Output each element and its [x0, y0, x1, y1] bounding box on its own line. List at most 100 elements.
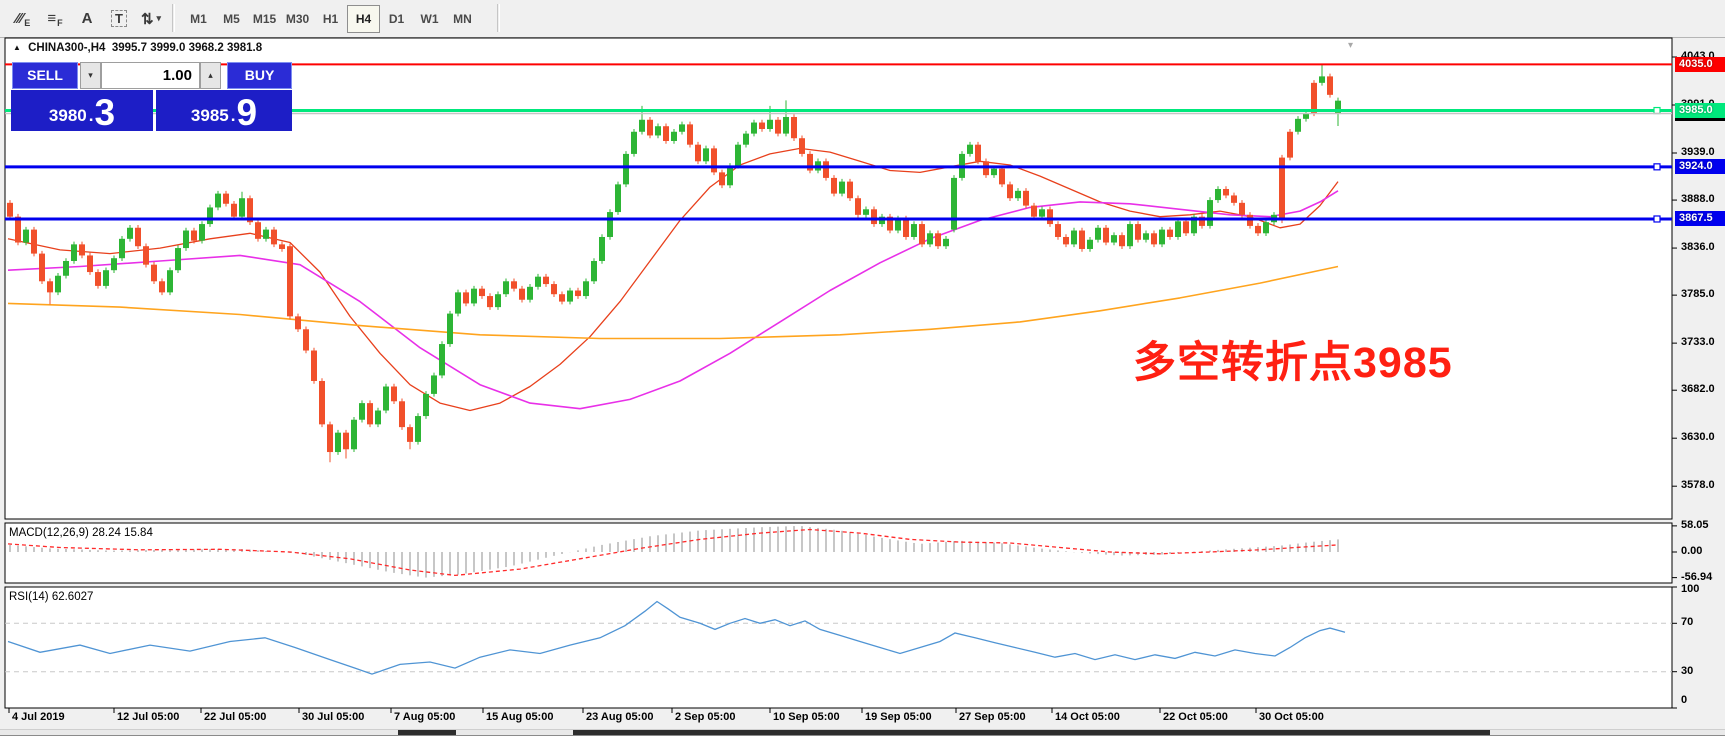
candle — [359, 403, 365, 420]
price-level-handle[interactable] — [1653, 106, 1661, 115]
candle — [399, 401, 405, 428]
candle — [127, 227, 133, 239]
candle — [1007, 184, 1013, 199]
candle — [47, 281, 53, 293]
candle — [407, 427, 413, 442]
toolbar: ⁄⁄⁄ E ≡ F A T ⇅ ▾ M1 M5 M15 M30 H1 H4 D1 W1 MN — [0, 0, 1725, 38]
candle — [71, 244, 77, 261]
chart-text-annotation: 多空转折点3985 — [1133, 339, 1453, 387]
candle — [159, 281, 165, 293]
candle — [311, 350, 317, 381]
price-axis-label: 3836.0 — [1681, 241, 1715, 254]
volume-increment-button[interactable]: ▴ — [200, 62, 221, 89]
candle — [647, 119, 653, 136]
timeframe-button-w1[interactable]: W1 — [420, 12, 439, 26]
equidistant-channel-icon[interactable]: ⁄⁄⁄ E — [15, 10, 31, 28]
candle — [751, 122, 757, 134]
candle — [735, 144, 741, 166]
candle — [415, 416, 421, 442]
candle — [1303, 113, 1309, 119]
candle — [111, 258, 117, 271]
candle — [919, 224, 925, 245]
price-axis-label: 3939.0 — [1681, 145, 1715, 158]
chart-header: ▲ CHINA300-,H4 3995.7 3999.0 3968.2 3981… — [13, 42, 262, 54]
candle — [119, 238, 125, 259]
candle — [575, 290, 581, 297]
price-level-tag: 3924.0 — [1675, 159, 1725, 175]
candle — [711, 148, 717, 173]
candle — [151, 264, 157, 282]
volume-decrement-button[interactable]: ▾ — [80, 62, 101, 89]
candle — [887, 216, 893, 231]
candle — [511, 281, 517, 289]
timeframe-button-m5[interactable]: M5 — [223, 12, 240, 26]
candle — [767, 119, 773, 129]
scrollbar-thumb[interactable] — [573, 730, 1490, 736]
text-label-icon[interactable]: T — [104, 5, 134, 32]
candle — [615, 184, 621, 213]
candle — [327, 424, 333, 453]
candle — [7, 202, 13, 217]
rsi-line — [7, 600, 1346, 675]
candle — [599, 236, 605, 261]
candle — [799, 138, 805, 154]
date-axis-label: 7 Aug 05:00 — [394, 711, 456, 723]
rsi-panel — [4, 586, 1673, 709]
candle — [1031, 205, 1037, 217]
candle — [87, 255, 93, 273]
ohlc-values: 3995.7 3999.0 3968.2 3981.8 — [111, 42, 263, 54]
volume-input[interactable]: 1.00 — [101, 62, 200, 89]
candle — [351, 419, 357, 450]
scrollbar-thumb[interactable] — [398, 730, 456, 736]
candle — [487, 296, 493, 308]
candle — [663, 126, 669, 141]
candle — [367, 403, 373, 425]
candle — [1191, 216, 1197, 234]
candle — [639, 119, 645, 132]
price-level-handle[interactable] — [1653, 163, 1661, 171]
candle — [23, 229, 29, 243]
sell-price-display[interactable]: 3980. 3 — [11, 90, 153, 131]
timeframe-button-m15[interactable]: M15 — [252, 12, 277, 26]
timeframe-button-mn[interactable]: MN — [453, 12, 472, 26]
candle — [39, 253, 45, 282]
sell-button[interactable]: SELL — [12, 62, 78, 89]
buy-price-fraction: 9 — [236, 91, 258, 133]
candle — [823, 161, 829, 178]
timeframe-button-m1[interactable]: M1 — [190, 12, 207, 26]
buy-button[interactable]: BUY — [227, 62, 292, 89]
horizontal-scrollbar[interactable] — [0, 729, 1725, 736]
candle — [527, 286, 533, 300]
candle — [287, 246, 293, 317]
timeframe-button-d1[interactable]: D1 — [388, 12, 405, 26]
fibonacci-retracement-icon[interactable]: ≡ F — [47, 10, 63, 28]
candle — [495, 294, 501, 308]
candle — [567, 290, 573, 302]
candle — [303, 329, 309, 351]
candle — [215, 193, 221, 208]
arrow-tools-icon[interactable]: ⇅ ▾ — [140, 10, 162, 28]
candle — [703, 148, 709, 162]
candle — [79, 244, 85, 256]
candle — [375, 410, 381, 425]
scroll-marker-icon: ▾ — [1348, 40, 1354, 51]
candle — [63, 260, 69, 276]
timeframe-button-h1[interactable]: H1 — [322, 12, 339, 26]
price-level-tag: 3985.0 — [1675, 103, 1725, 122]
ma-slow-orange — [7, 265, 1339, 340]
timeframe-button-h4[interactable]: H4 — [347, 5, 380, 33]
timeframe-button-m30[interactable]: M30 — [285, 12, 310, 26]
candle — [543, 276, 549, 285]
symbol-title: CHINA300-,H4 — [28, 42, 106, 54]
price-level-handle[interactable] — [1653, 215, 1661, 223]
rsi-axis-label: 30 — [1681, 664, 1694, 677]
candle — [167, 270, 173, 293]
collapse-marker-icon[interactable]: ▲ — [13, 43, 21, 52]
candle — [1159, 229, 1165, 245]
candle — [743, 133, 749, 145]
date-axis-label: 12 Jul 05:00 — [117, 711, 180, 723]
text-icon[interactable]: A — [81, 10, 93, 27]
candle — [1023, 190, 1029, 206]
buy-price-display[interactable]: 3985. 9 — [156, 90, 292, 131]
date-axis-label: 27 Sep 05:00 — [959, 711, 1026, 723]
